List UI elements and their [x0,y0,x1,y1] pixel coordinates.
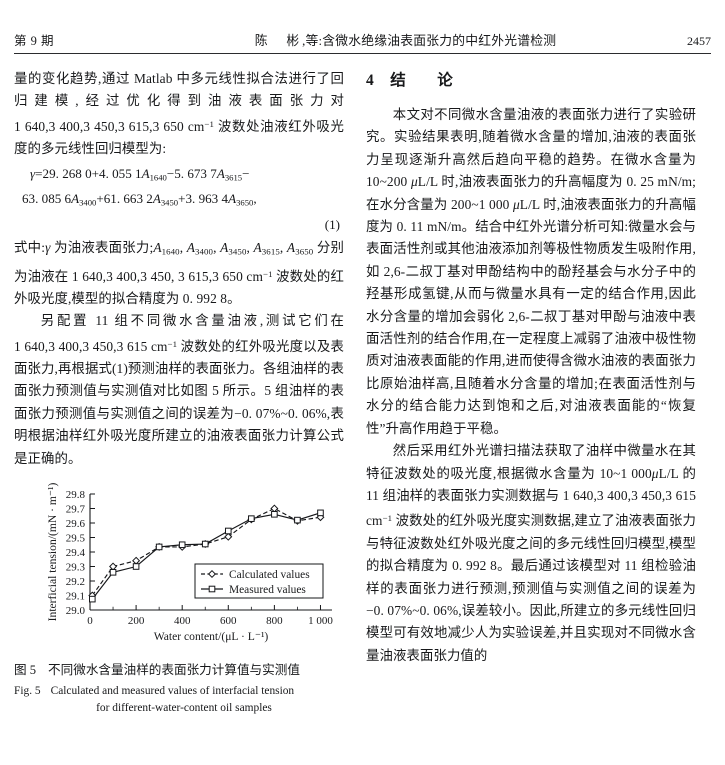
left-column: 量的变化趋势,通过 Matlab 中多元线性拟合法进行了回归建模,经过优化得到油… [14,68,344,717]
x-tick-label: 1 000 [308,615,333,627]
chart-svg: 29.0 29.1 29.2 29.3 29.4 29.5 29.6 29.7 29.8 0 200… [46,483,333,643]
chart-legend [194,563,324,599]
left-paragraph-3: 另配置 11 组不同微水含量油液,测试它们在 1 640,3 400,3 450… [14,313,344,466]
legend-marker-diamond [207,570,217,579]
page-header: 第 9 期 陈 彬,等:含微水绝缘油表面张力的中红外光谱检测 2457 [14,30,711,52]
series-line-1 [91,507,321,596]
y-tick-label: 29.4 [66,547,86,559]
figure-caption-en-line-2: for different-water-content oil samples [96,702,272,715]
equation-1: γ=29. 268 0+4. 055 1A1640−5. 673 7A3615−… [14,163,344,237]
y-tick-label: 29.2 [66,576,85,588]
x-tick-label: 200 [128,615,145,627]
x-axis-label: Water content/(μL · L⁻¹) [154,630,269,643]
y-tick-label: 29.0 [66,605,86,617]
figure-caption-en-label: Fig. 5 [14,685,41,698]
figure-caption-cn: 图 5 不同微水含量油样的表面张力计算值与实测值 [14,661,344,679]
x-tick-label: 600 [220,615,237,627]
figure-caption-cn-label: 图 5 [14,663,37,678]
y-tick-label: 29.7 [66,503,86,515]
header-rule [14,53,711,54]
series-marker-square [201,540,209,548]
legend-label-2: Measured values [229,584,306,596]
y-tick-label: 29.8 [66,489,86,501]
right-paragraph-2: 然后采用红外光谱扫描法获取了油样中微量水在其特征波数处的吸光度,根据微水含量为 … [366,443,696,663]
y-tick-label: 29.6 [66,518,86,530]
y-tick-label: 29.3 [66,561,86,573]
x-tick-label: 800 [266,615,283,627]
y-tick-label: 29.5 [66,532,86,544]
series-marker-diamond [132,556,141,565]
equation-1-line-2: 63. 085 6A3400+61. 663 2A3450+3. 963 4A3… [22,191,257,208]
series-marker-square [317,509,324,517]
series-marker-square [248,515,255,523]
figure-5: 29.0 29.1 29.2 29.3 29.4 29.5 29.6 29.7 29.8 0 200… [14,482,344,717]
series-marker-square [178,541,186,549]
legend-marker-square [208,585,216,593]
series-marker-diamond [270,504,279,513]
y-axis-label: Interficial tension/(mN · m⁻¹) [46,483,59,622]
right-paragraph-1: 本文对不同微水含量油液的表面张力进行了实验研究。实验结果表明,随着微水含量的增加… [366,107,696,436]
x-tick-label: 400 [174,615,191,627]
series-marker-square [89,595,96,603]
section-number: 4 [366,72,375,89]
series-marker-square [271,511,278,518]
series-marker-square [109,569,117,576]
series-marker-square [294,516,301,524]
figure-caption-cn-text: 不同微水含量油样的表面张力计算值与实测值 [48,663,300,678]
series-marker-square [224,527,232,535]
right-column: 4 结 论 本文对不同微水含量油液的表面张力进行了实验研究。实验结果表明,随着微水… [366,68,696,667]
x-tick-label: 0 [87,615,93,627]
figure-caption-en: Fig. 5 Calculated and measured values of … [14,683,344,717]
left-paragraph-2: 式中:γ 为油液表面张力;A1640, A3400, A3450, A3615,… [14,239,344,306]
equation-1-line-1: γ=29. 268 0+4. 055 1A1640−5. 673 7A3615− [30,165,250,182]
header-article-title: 陈 彬,等:含微水绝缘油表面张力的中红外光谱检测 [164,30,647,49]
section-title: 结 论 [390,72,461,89]
left-paragraph-1: 量的变化趋势,通过 Matlab 中多元线性拟合法进行了回归建模,经过优化得到油… [14,71,344,157]
figure-caption-en-line-1: Calculated and measured values of interf… [50,685,295,698]
series-marker-diamond [224,532,233,541]
interfacial-tension-chart: 29.0 29.1 29.2 29.3 29.4 29.5 29.6 29.7 29.8 0 200… [14,482,344,654]
header-page-number: 2457 [687,34,711,48]
legend-label-1: Calculated values [229,569,310,581]
header-title-text: 含微水绝缘油表面张力的中红外光谱检测 [322,34,557,48]
section-heading-conclusion: 4 结 论 [366,68,696,90]
header-issue: 第 9 期 [14,34,55,48]
equation-1-number: (1) [324,217,340,233]
series-marker-square [132,563,140,570]
series-marker-square [155,543,163,551]
header-authors: 陈 彬 [254,34,303,48]
y-tick-label: 29.1 [66,590,85,602]
header-title-separator: ,等: [302,34,323,48]
